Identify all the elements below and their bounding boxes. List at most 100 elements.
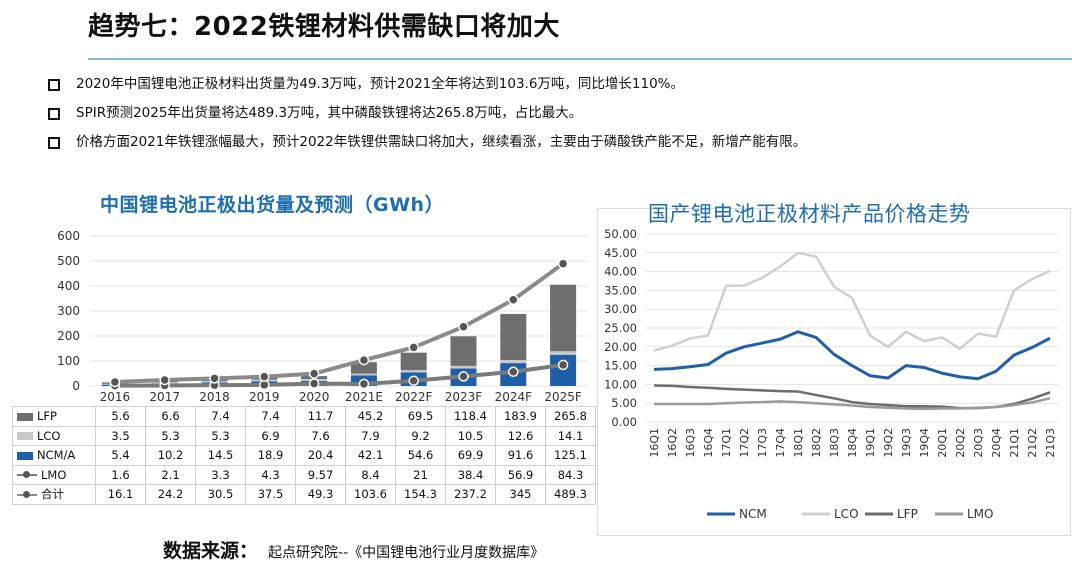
table-cell: 5.4 <box>95 445 146 466</box>
table-cell: 7.6 <box>295 425 346 446</box>
y-tick-label: 600 <box>57 229 80 243</box>
x-tick-label: 2025F <box>544 390 582 404</box>
table-row: 合计 16.1 24.2 30.5 37.5 49.3 103.6 154.3 237.2 345… <box>12 484 596 505</box>
y-tick-label: 0.00 <box>611 415 637 429</box>
bullet-item: 价格方面2021年铁锂涨幅最大，预计2022年铁锂供需缺口将加大，继续看涨，主要… <box>48 132 806 161</box>
data-point <box>508 294 519 305</box>
x-tick-label: 17Q2 <box>738 428 751 458</box>
bar-lfp <box>450 336 477 366</box>
data-point <box>408 342 419 353</box>
bullet-item: SPIR预测2025年出货量将达489.3万吨，其中磷酸铁锂将达265.8万吨，… <box>48 103 806 132</box>
table-cell: 5.3 <box>145 425 196 446</box>
x-tick-label: 19Q2 <box>882 428 895 458</box>
data-point <box>557 258 569 269</box>
table-cell: 6.9 <box>245 425 296 446</box>
x-tick-label: 16Q3 <box>684 428 697 458</box>
source-text: 起点研究院--《中国锂电池行业月度数据库》 <box>268 545 545 561</box>
table-row: NCM/A 5.4 10.2 14.5 18.9 20.4 42.1 54.6 69.9 91.6… <box>12 445 596 466</box>
table-cell: 10.2 <box>145 445 196 466</box>
table-cell: 10.5 <box>445 425 496 446</box>
table-cell: 84.3 <box>545 464 596 485</box>
table-cell: 14.5 <box>195 445 246 466</box>
table-cell: 3.5 <box>95 425 146 446</box>
legend-swatch-icon <box>17 451 33 460</box>
legend-label: LMO <box>967 507 993 521</box>
data-point <box>358 378 370 390</box>
bullet-text: 价格方面2021年铁锂涨幅最大，预计2022年铁锂供需缺口将加大，继续看涨，主要… <box>76 134 807 150</box>
y-tick-label: 5.00 <box>611 396 637 410</box>
table-cell: 183.9 <box>495 406 546 427</box>
table-cell: 7.4 <box>245 406 296 427</box>
y-tick-label: 25.00 <box>604 321 637 335</box>
price-line-ncm <box>653 330 1051 381</box>
table-cell: 20.4 <box>295 445 346 466</box>
y-tick-label: 500 <box>57 254 80 268</box>
series-line-total <box>114 262 565 384</box>
table-cell: 54.6 <box>395 445 446 466</box>
table-cell: 7.4 <box>195 406 246 427</box>
series-line-lmo <box>114 362 564 388</box>
legend-label: LCO <box>834 507 859 521</box>
y-tick-label: 300 <box>57 304 80 318</box>
table-cell: 154.3 <box>395 484 446 505</box>
table-row: LMO 1.6 2.1 3.3 4.3 9.57 8.4 21 38.4 56.9 84.3 <box>12 464 596 485</box>
table-row: LFP 5.6 6.6 7.4 7.4 11.7 45.2 69.5 118.4 183.9 265… <box>12 406 596 427</box>
row-label: 合计 <box>12 484 96 505</box>
x-tick-label: 2019 <box>249 390 280 404</box>
table-cell: 2.1 <box>145 464 196 485</box>
table-cell: 125.1 <box>545 445 596 466</box>
table-cell: 49.3 <box>295 484 346 505</box>
x-tick-label: 20Q3 <box>972 428 985 458</box>
table-cell: 3.3 <box>195 464 246 485</box>
table-cell: 237.2 <box>445 484 496 505</box>
table-cell: 489.3 <box>545 484 596 505</box>
y-tick-label: 200 <box>57 329 80 343</box>
table-cell: 8.4 <box>345 464 396 485</box>
legend-line-icon <box>17 471 37 479</box>
legend-line-icon <box>17 490 37 498</box>
x-tick-label: 2024F <box>495 390 533 404</box>
table-cell: 56.9 <box>495 464 546 485</box>
bullet-item: 2020年中国锂电池正极材料出货量为49.3万吨，预计2021全年将达到103.… <box>48 74 806 103</box>
table-cell: 265.8 <box>545 406 596 427</box>
x-tick-label: 21Q1 <box>1008 428 1021 458</box>
table-cell: 69.5 <box>395 406 446 427</box>
legend-swatch-icon <box>17 432 33 441</box>
y-tick-label: 20.00 <box>604 340 637 354</box>
table-cell: 118.4 <box>445 406 496 427</box>
data-point <box>408 375 419 386</box>
x-tick-label: 20Q1 <box>936 428 949 458</box>
table-cell: 9.57 <box>295 464 346 485</box>
table-cell: 12.6 <box>495 425 546 446</box>
row-label-text: LCO <box>37 428 61 443</box>
shipment-chart-title: 中国锂电池正极出货量及预测（GWh） <box>100 194 445 216</box>
bar-lco <box>350 373 377 376</box>
row-label-text: LMO <box>41 467 67 482</box>
data-point <box>458 371 469 382</box>
bar-lco <box>550 351 577 355</box>
table-cell: 30.5 <box>195 484 246 505</box>
shipment-data-table: LFP 5.6 6.6 7.4 7.4 11.7 45.2 69.5 118.4 183.9 265… <box>12 406 596 505</box>
data-point <box>458 321 469 332</box>
x-tick-label: 19Q3 <box>900 428 913 458</box>
table-cell: 5.6 <box>95 406 146 427</box>
row-label-text: 合计 <box>41 487 64 502</box>
x-tick-label: 21Q3 <box>1044 428 1057 458</box>
y-tick-label: 35.00 <box>604 283 637 297</box>
table-cell: 14.1 <box>545 425 596 446</box>
table-cell: 24.2 <box>145 484 196 505</box>
shipment-chart: 600 500 400 300 200 100 0 2016 2017 2018 2019 2020 2… <box>57 229 588 404</box>
legend-label: LFP <box>897 507 918 521</box>
legend-dot-icon <box>23 490 30 498</box>
data-point <box>259 371 270 382</box>
x-tick-label: 19Q1 <box>864 428 877 458</box>
y-tick-label: 0 <box>72 379 80 393</box>
data-point <box>308 368 320 379</box>
source-label: 数据来源： <box>163 540 259 562</box>
x-tick-label: 20Q4 <box>990 428 1003 458</box>
x-tick-label: 18Q1 <box>792 428 805 458</box>
bullet-text: SPIR预测2025年出货量将达489.3万吨，其中磷酸铁锂将达265.8万吨，… <box>76 105 583 121</box>
row-label: NCM/A <box>12 445 96 466</box>
bar-lfp <box>500 313 527 360</box>
x-tick-label: 17Q4 <box>774 428 787 458</box>
